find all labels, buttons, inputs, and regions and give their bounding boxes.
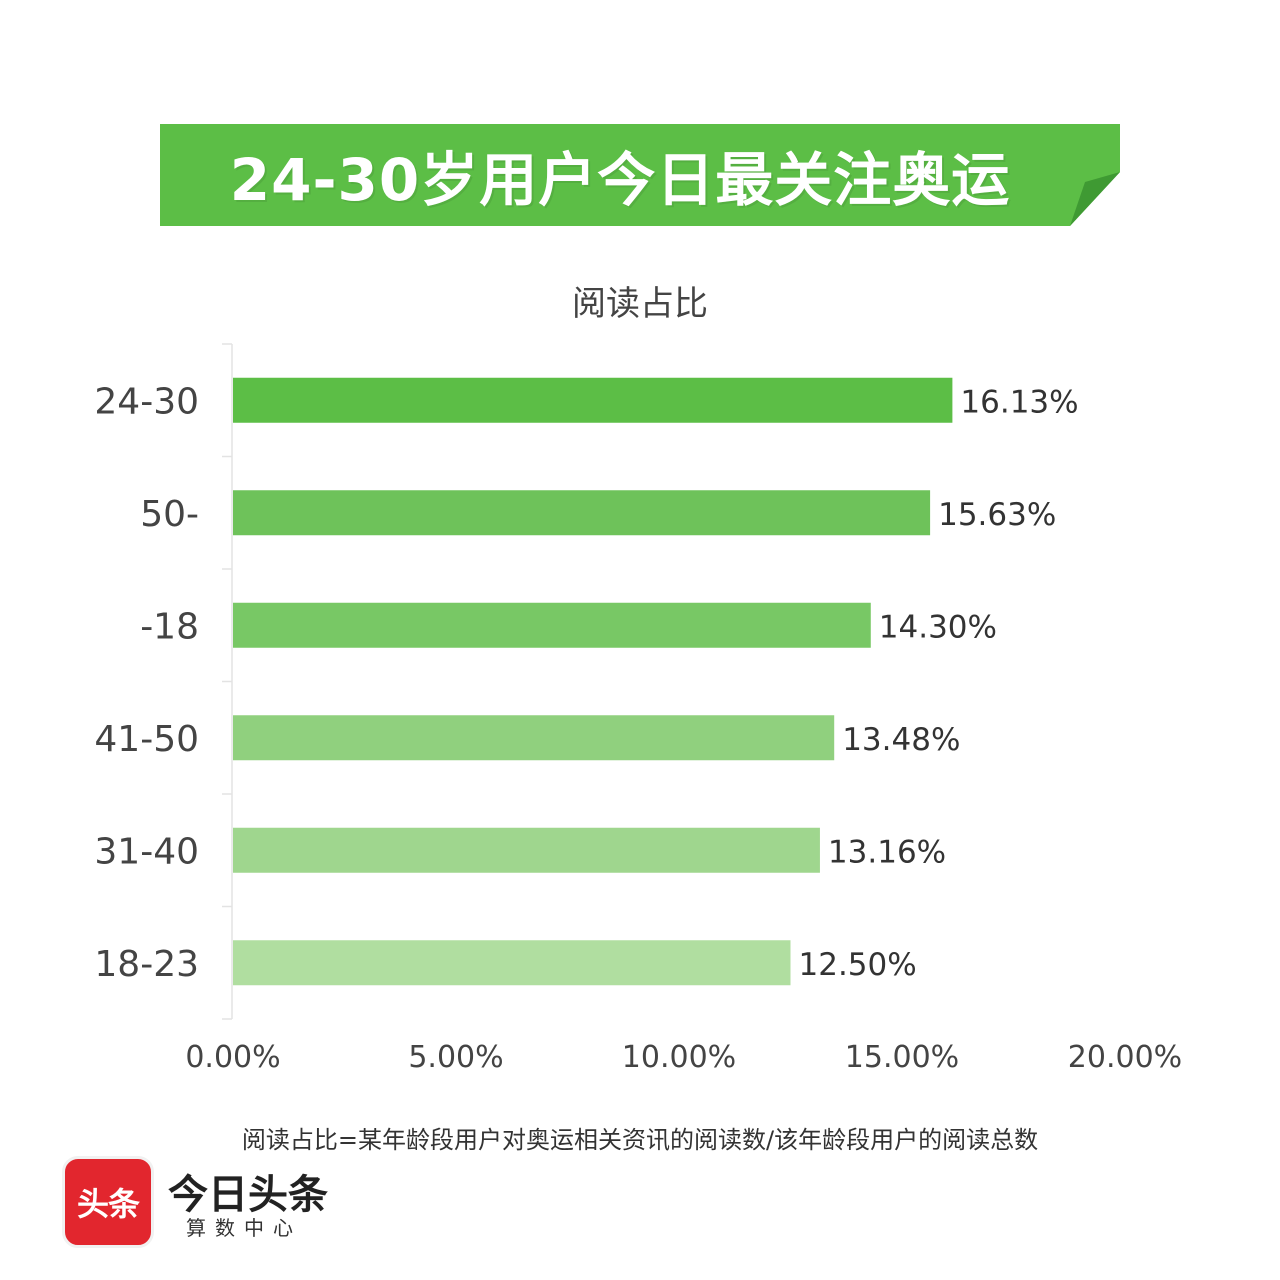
value-label: 12.50%: [799, 947, 917, 983]
chart-title: 阅读占比: [572, 284, 708, 324]
x-tick-label: 5.00%: [408, 1040, 503, 1075]
banner-fold: [1070, 172, 1120, 226]
brand-name: 今日头条: [168, 1172, 328, 1218]
logo-text: 头条: [76, 1185, 140, 1223]
category-label: 24-30: [94, 381, 199, 422]
value-label: 13.48%: [842, 722, 960, 758]
bar--18: [233, 602, 871, 648]
value-label: 14.30%: [879, 609, 997, 645]
x-tick-label: 20.00%: [1068, 1040, 1182, 1075]
category-label: 31-40: [94, 831, 199, 872]
bar-18-23: [233, 940, 791, 986]
x-tick-label: 0.00%: [185, 1040, 280, 1075]
banner-ribbon: [160, 124, 1120, 226]
brand-subtitle: 算数中心: [186, 1216, 302, 1240]
footnote: 阅读占比=某年龄段用户对奥运相关资讯的阅读数/该年龄段用户的阅读总数: [241, 1126, 1039, 1154]
category-label: 18-23: [94, 944, 199, 985]
value-label: 13.16%: [828, 834, 946, 870]
x-tick-label: 10.00%: [622, 1040, 736, 1075]
bar-24-30: [233, 377, 953, 423]
bar-31-40: [233, 827, 820, 873]
bar-chart: 24-30 16.13% 50- 15.63% -18 14.30% 41-50 13.48%…: [94, 343, 1182, 1075]
category-label: 50-: [140, 494, 199, 535]
bar-50-: [233, 490, 931, 536]
category-label: -18: [140, 606, 199, 647]
value-label: 16.13%: [960, 384, 1078, 420]
value-label: 15.63%: [938, 497, 1056, 533]
title-banner: [160, 124, 1120, 226]
category-label: 41-50: [94, 719, 199, 760]
toutiao-logo: 头条: [62, 1156, 154, 1248]
banner-title: 24-30岁用户今日最关注奥运: [229, 146, 1011, 214]
bar-41-50: [233, 715, 835, 761]
x-tick-label: 15.00%: [845, 1040, 959, 1075]
